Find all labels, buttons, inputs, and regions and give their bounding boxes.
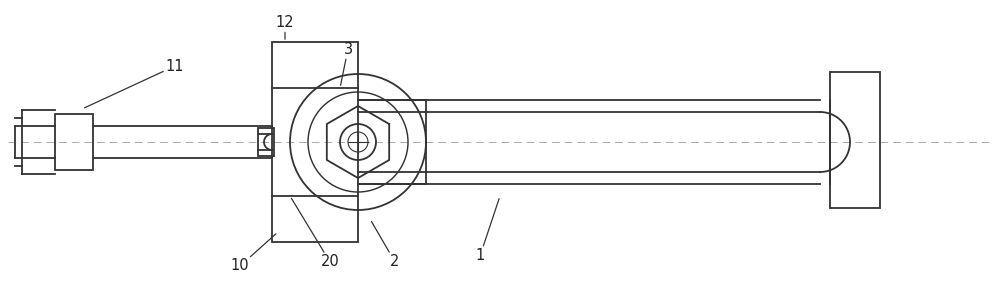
- Text: 3: 3: [341, 41, 353, 85]
- Bar: [830, 72, 880, 208]
- Text: 10: 10: [231, 234, 276, 273]
- Text: 2: 2: [371, 222, 400, 270]
- Bar: [258, 128, 274, 156]
- Bar: [55, 114, 93, 170]
- Text: 20: 20: [291, 199, 339, 270]
- Bar: [272, 42, 358, 242]
- Text: 1: 1: [475, 199, 499, 264]
- Text: 11: 11: [85, 59, 184, 108]
- Text: 12: 12: [276, 14, 294, 39]
